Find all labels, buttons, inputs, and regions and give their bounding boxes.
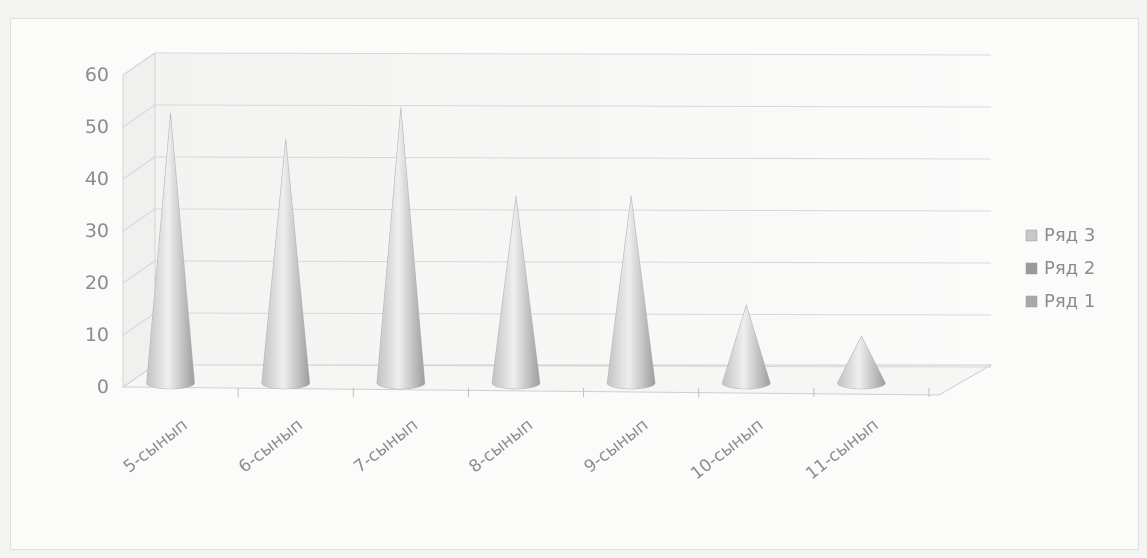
x-tick-label: 6-сынып xyxy=(235,415,307,477)
legend-swatch xyxy=(1025,229,1038,242)
cone-bar xyxy=(606,195,656,390)
x-tick-label: 7-сынып xyxy=(350,415,422,477)
legend-label: Ряд 1 xyxy=(1044,291,1095,312)
cone-bar xyxy=(491,195,541,390)
y-tick-label: 20 xyxy=(85,272,109,294)
x-tick-label: 10-сынып xyxy=(687,415,767,484)
x-tick-label: 11-сынып xyxy=(802,415,882,484)
gridline-4 xyxy=(154,156,992,160)
back-wall xyxy=(155,53,991,365)
cone-bar xyxy=(376,107,426,390)
gridline-depth-1 xyxy=(122,312,156,336)
x-tick-label: 9-сынып xyxy=(581,415,653,477)
legend-label: Ряд 2 xyxy=(1044,258,1095,279)
y-tick-label: 10 xyxy=(85,324,109,346)
gridline-3 xyxy=(154,208,992,212)
cone-chart: 0 10 20 30 40 50 60 5-сынып 6-сынып 7-сынып 8-сын… xyxy=(85,52,1095,484)
y-tick-label: 40 xyxy=(85,168,109,190)
gridline-depth-4 xyxy=(122,156,156,180)
cone-bar xyxy=(261,138,311,390)
gridline-6 xyxy=(154,52,992,56)
gridline-depth-6 xyxy=(122,52,156,76)
legend-swatch xyxy=(1025,262,1038,275)
x-tick-label: 5-сынып xyxy=(120,415,192,477)
cone-bar xyxy=(146,112,195,390)
y-tick-label: 60 xyxy=(85,64,109,86)
gridline-5 xyxy=(154,104,992,108)
legend-swatch xyxy=(1025,295,1038,308)
legend-label: Ряд 3 xyxy=(1044,225,1095,246)
x-tick-label: 8-сынып xyxy=(465,415,537,477)
y-tick-label: 50 xyxy=(85,116,109,138)
gridline-depth-5 xyxy=(122,104,156,128)
cone-bar xyxy=(721,303,771,390)
cone-bar xyxy=(837,335,886,390)
y-tick-label: 0 xyxy=(97,376,109,398)
y-tick-label: 30 xyxy=(85,220,109,242)
gridline-depth-3 xyxy=(122,208,156,232)
gridline-depth-2 xyxy=(122,260,156,284)
chart-frame: 0 10 20 30 40 50 60 5-сынып 6-сынып 7-сынып 8-сын… xyxy=(10,18,1139,550)
